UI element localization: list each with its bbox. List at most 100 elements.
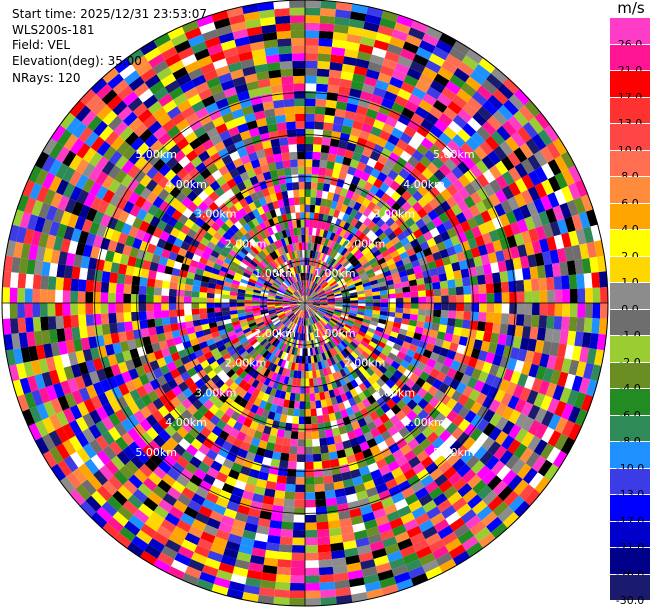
- velocity-gate: [519, 142, 534, 159]
- velocity-gate: [465, 455, 480, 469]
- velocity-gate: [117, 485, 133, 500]
- velocity-gate: [371, 214, 381, 225]
- velocity-gate: [386, 388, 397, 399]
- velocity-gate: [148, 538, 165, 553]
- velocity-gate: [400, 415, 412, 427]
- velocity-gate: [314, 113, 325, 123]
- velocity-gate: [293, 75, 305, 84]
- velocity-gate: [221, 482, 235, 494]
- velocity-gate: [176, 309, 185, 317]
- velocity-gate: [273, 280, 281, 287]
- velocity-gate: [497, 506, 514, 523]
- velocity-gate: [305, 590, 321, 599]
- velocity-gate: [203, 206, 214, 217]
- velocity-gate: [379, 310, 388, 316]
- velocity-gate: [260, 16, 276, 27]
- velocity-gate: [36, 403, 49, 421]
- velocity-gate: [375, 273, 385, 280]
- velocity-gate: [364, 140, 376, 151]
- velocity-gate: [401, 281, 410, 288]
- velocity-gate: [312, 303, 321, 306]
- velocity-gate: [193, 125, 207, 138]
- velocity-gate: [125, 265, 135, 276]
- velocity-gate: [207, 431, 219, 443]
- velocity-gate: [147, 390, 159, 402]
- velocity-gate: [341, 327, 350, 335]
- velocity-gate: [367, 385, 377, 395]
- velocity-gate: [278, 460, 289, 469]
- velocity-gate: [156, 357, 167, 368]
- velocity-gate: [299, 408, 305, 417]
- velocity-gate: [231, 279, 241, 286]
- velocity-gate: [262, 101, 275, 111]
- velocity-gate: [419, 224, 430, 235]
- velocity-gate: [55, 443, 70, 460]
- velocity-gate: [319, 437, 328, 447]
- velocity-gate: [247, 376, 256, 386]
- velocity-gate: [451, 261, 461, 272]
- velocity-gate: [138, 303, 147, 312]
- velocity-gate: [453, 269, 463, 280]
- velocity-gate: [255, 319, 264, 325]
- velocity-gate: [425, 532, 442, 546]
- velocity-gate: [335, 587, 352, 597]
- velocity-gate: [356, 434, 367, 445]
- velocity-gate: [349, 329, 358, 336]
- velocity-gate: [201, 139, 215, 151]
- velocity-gate: [512, 384, 525, 399]
- velocity-gate: [390, 404, 402, 415]
- velocity-gate: [203, 351, 214, 360]
- velocity-gate: [403, 125, 417, 138]
- velocity-gate: [290, 304, 298, 307]
- velocity-gate: [202, 270, 212, 278]
- velocity-gate: [327, 443, 337, 453]
- velocity-gate: [396, 333, 406, 341]
- velocity-gate: [122, 392, 135, 406]
- velocity-gate: [107, 376, 119, 390]
- velocity-gate: [319, 306, 327, 310]
- velocity-gate: [305, 295, 308, 303]
- velocity-gate: [220, 182, 231, 193]
- velocity-gate: [359, 272, 368, 279]
- velocity-gate: [27, 375, 39, 392]
- velocity-gate: [123, 70, 141, 86]
- velocity-gate: [240, 441, 251, 452]
- velocity-gate: [162, 119, 176, 133]
- velocity-gate: [305, 280, 308, 288]
- velocity-gate: [323, 315, 331, 321]
- velocity-gate: [378, 365, 388, 374]
- velocity-gate: [293, 292, 300, 298]
- velocity-gate: [501, 185, 515, 200]
- velocity-gate: [48, 369, 61, 385]
- velocity-gate: [357, 98, 371, 109]
- velocity-gate: [222, 423, 233, 435]
- velocity-gate: [291, 294, 299, 300]
- velocity-gate: [236, 299, 245, 303]
- velocity-gate: [173, 443, 186, 457]
- velocity-gate: [194, 545, 210, 558]
- velocity-gate: [406, 232, 417, 243]
- velocity-gate: [341, 271, 350, 279]
- velocity-gate: [470, 311, 479, 322]
- velocity-gate: [227, 61, 243, 73]
- velocity-gate: [75, 158, 89, 175]
- velocity-gate: [265, 116, 277, 126]
- velocity-gate: [308, 332, 311, 341]
- velocity-gate: [284, 205, 291, 215]
- velocity-gate: [256, 278, 265, 285]
- velocity-gate: [290, 305, 299, 310]
- velocity-gate: [212, 536, 228, 548]
- velocity-gate: [140, 268, 150, 279]
- velocity-gate: [372, 295, 381, 300]
- velocity-gate: [492, 501, 509, 517]
- velocity-gate: [254, 254, 263, 263]
- velocity-gate: [252, 305, 260, 309]
- velocity-gate: [349, 388, 358, 398]
- velocity-gate: [192, 399, 204, 411]
- velocity-gate: [265, 278, 274, 285]
- velocity-gate: [383, 227, 394, 237]
- velocity-gate: [514, 413, 528, 428]
- velocity-gate: [328, 77, 341, 86]
- velocity-gate: [268, 310, 277, 315]
- velocity-gate: [158, 93, 173, 107]
